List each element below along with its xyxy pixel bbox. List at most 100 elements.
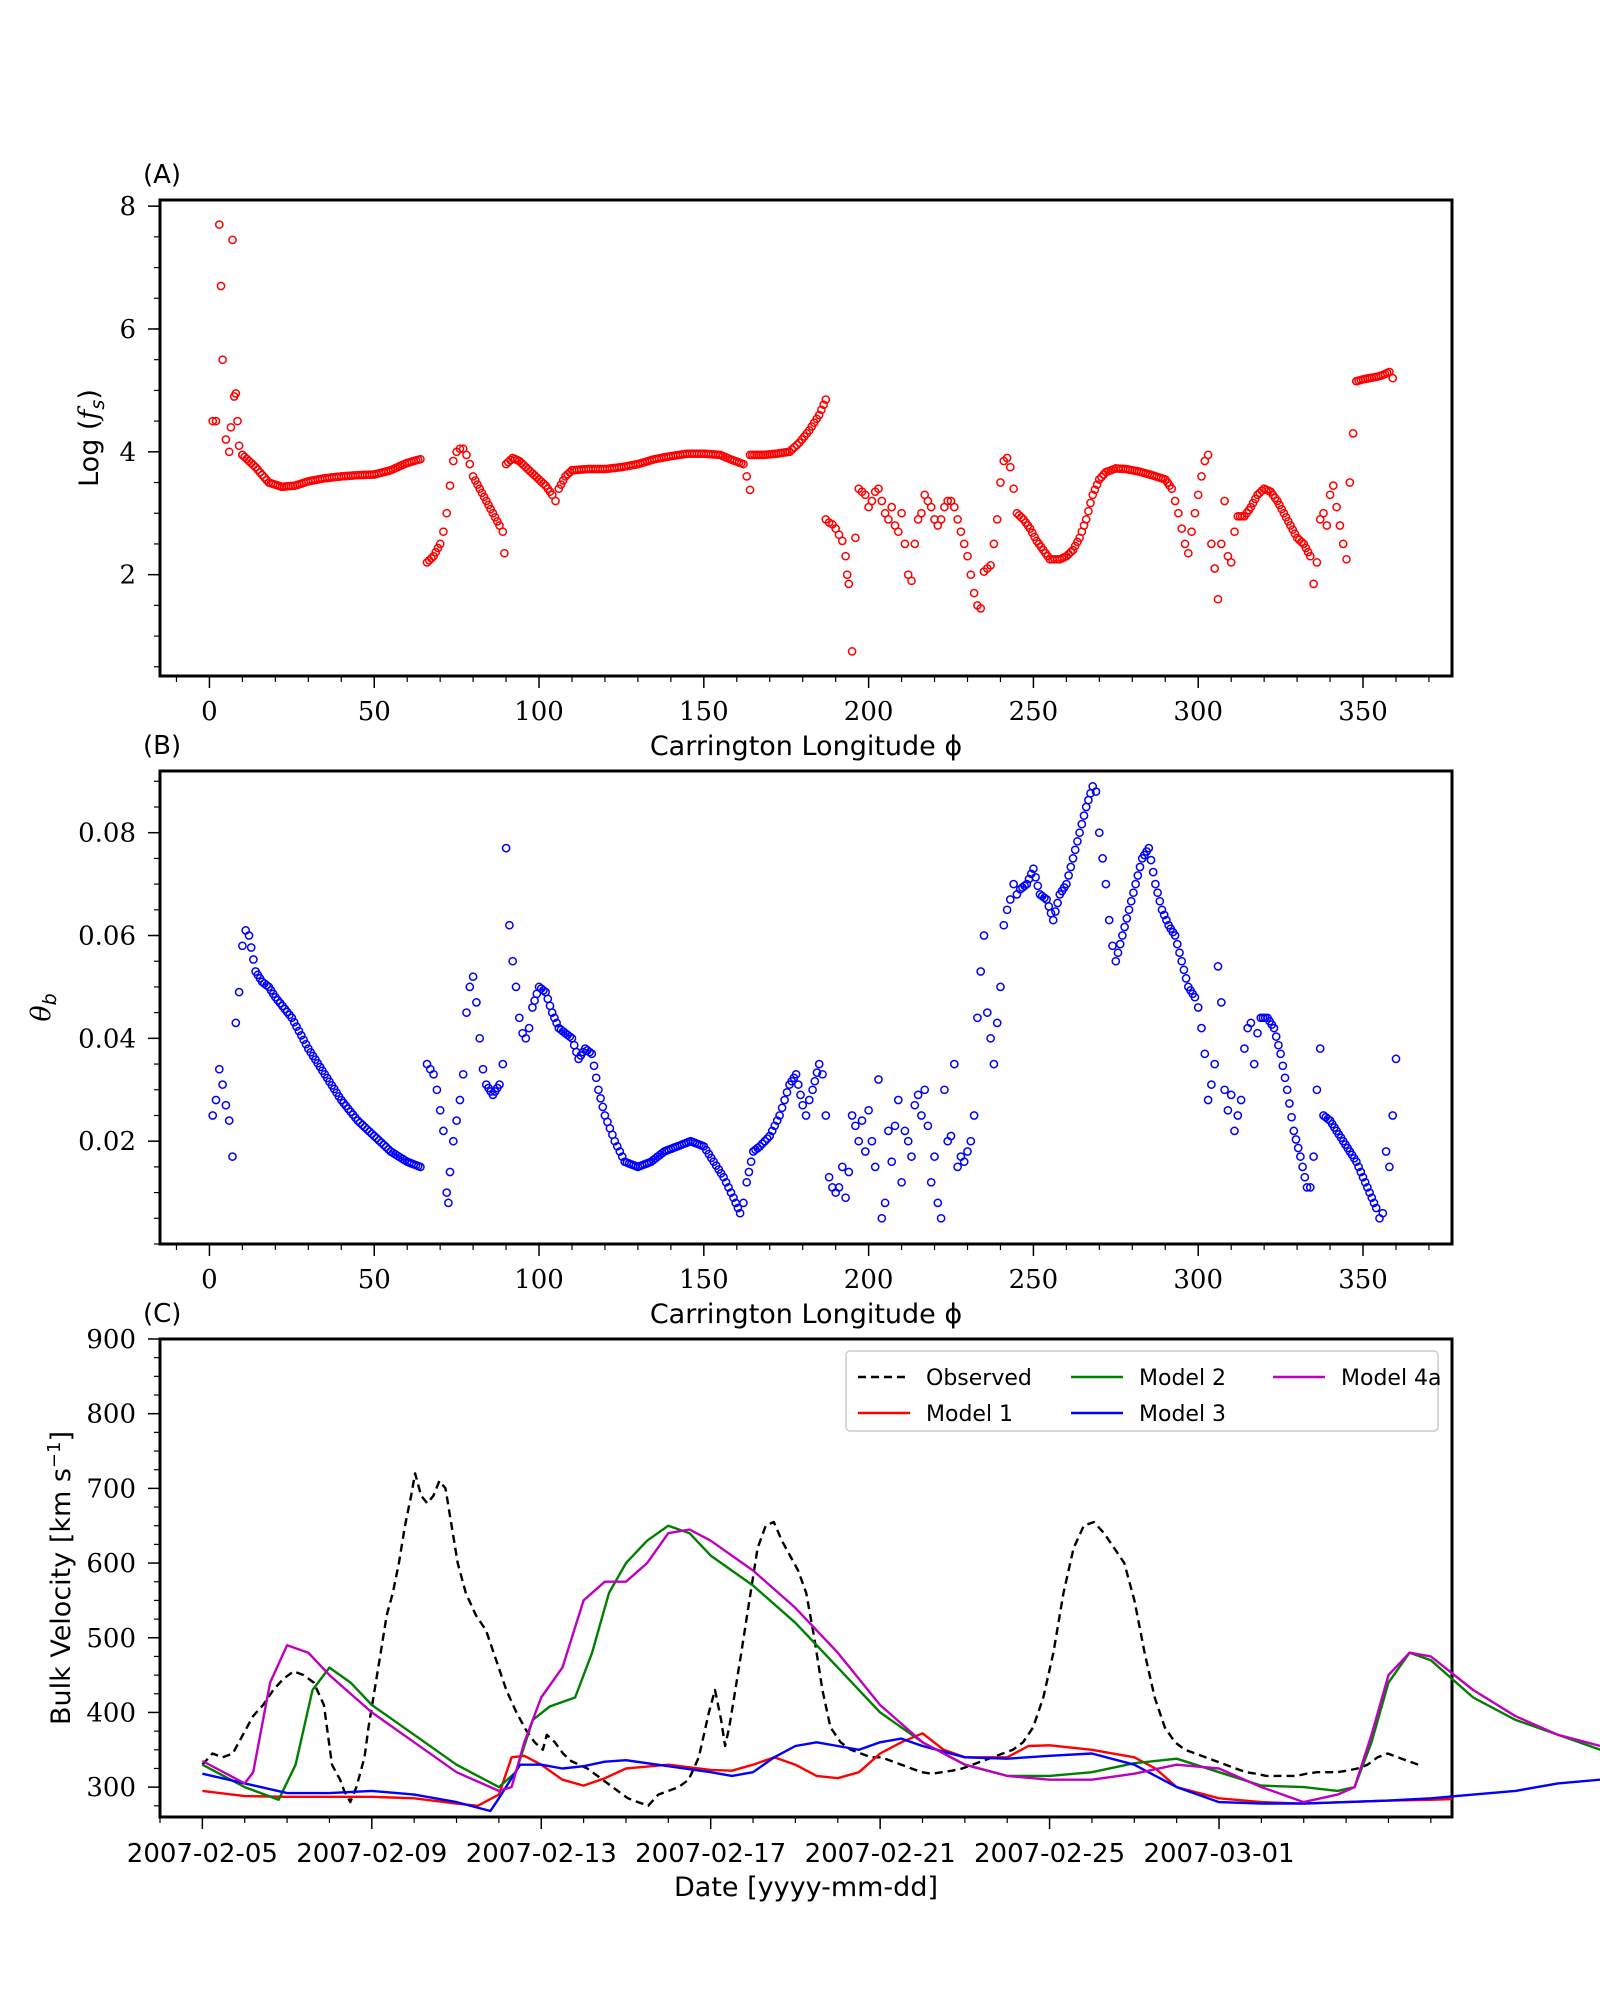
data-point <box>445 1167 455 1177</box>
data-point <box>1053 898 1062 908</box>
data-point <box>1157 905 1167 915</box>
data-point <box>787 445 797 454</box>
data-point <box>1159 910 1169 920</box>
data-point <box>949 1059 959 1069</box>
data-point <box>910 1100 920 1110</box>
data-point <box>877 496 887 506</box>
data-point <box>1131 879 1140 889</box>
data-point <box>218 1080 227 1089</box>
data-point <box>1020 881 1029 891</box>
data-point <box>218 355 227 365</box>
data-point <box>791 1069 801 1079</box>
data-point <box>1289 1126 1299 1136</box>
x-tick-label: 2007-02-25 <box>974 1839 1125 1869</box>
data-point <box>739 459 748 469</box>
data-point <box>780 1095 789 1105</box>
data-point <box>1167 484 1177 494</box>
data-point <box>416 454 425 464</box>
x-axis-label: Date [yyyy-mm-dd] <box>674 1872 938 1903</box>
data-point <box>739 1198 748 1208</box>
data-point <box>528 1003 537 1012</box>
data-point <box>246 943 256 952</box>
series-line-observed <box>201 1472 1419 1807</box>
data-point <box>847 1111 857 1120</box>
x-tick-label: 200 <box>844 697 894 727</box>
data-point <box>842 570 852 580</box>
y-tick-label: 500 <box>86 1624 136 1654</box>
data-point <box>1187 527 1196 537</box>
data-point <box>1033 881 1043 891</box>
data-point <box>851 533 860 543</box>
data-point <box>355 1118 365 1128</box>
data-point <box>498 527 508 537</box>
data-point <box>989 1059 999 1069</box>
data-point <box>1175 948 1184 958</box>
data-point <box>224 1116 234 1125</box>
data-point <box>228 235 237 245</box>
data-point <box>462 450 471 460</box>
data-point <box>1363 1183 1372 1192</box>
x-tick-label: 350 <box>1338 1265 1388 1295</box>
data-point <box>1203 1095 1213 1105</box>
y-tick-label: 0.08 <box>78 819 136 849</box>
data-point <box>812 1068 822 1077</box>
data-point <box>953 515 962 524</box>
series-line-model-4a <box>201 1528 1600 1804</box>
data-point <box>1048 915 1058 925</box>
data-point <box>231 389 241 398</box>
data-point <box>992 515 1002 524</box>
data-point <box>427 553 436 563</box>
panel-label: (C) <box>143 1299 181 1329</box>
legend-label: Model 2 <box>1139 1366 1226 1391</box>
data-point <box>893 527 903 537</box>
x-tick-label: 50 <box>358 1265 391 1295</box>
data-point <box>887 502 897 512</box>
data-point <box>1207 1080 1216 1089</box>
data-point <box>1378 1208 1388 1218</box>
data-point <box>543 994 553 1004</box>
data-point <box>465 982 475 992</box>
data-point <box>1064 871 1073 880</box>
data-point <box>729 1193 738 1203</box>
data-point <box>817 405 826 415</box>
data-point <box>362 1125 372 1134</box>
data-point <box>358 1120 367 1130</box>
data-point <box>442 1188 452 1197</box>
data-point <box>1005 895 1015 904</box>
data-point <box>539 479 548 488</box>
plot-frame <box>158 1337 1454 1819</box>
data-point <box>770 1121 780 1131</box>
data-point <box>1391 1054 1401 1064</box>
data-point <box>760 1136 770 1146</box>
x-tick-label: 150 <box>679 697 729 727</box>
data-point <box>753 1143 763 1153</box>
data-point <box>1016 512 1026 522</box>
data-point <box>1197 472 1206 481</box>
x-axis-label: Carrington Longitude ϕ <box>650 1299 962 1330</box>
data-point <box>841 551 850 561</box>
data-point <box>221 1100 231 1110</box>
data-point <box>1200 1049 1210 1059</box>
data-point <box>287 1013 297 1023</box>
data-point <box>1354 1162 1363 1172</box>
axis-ticks: 0 50 100 150 200 250 300 350 2 4 6 8 <box>119 192 1430 727</box>
data-point <box>1287 1112 1296 1122</box>
data-point <box>936 1213 946 1223</box>
data-point <box>1278 1061 1288 1071</box>
data-point <box>1230 527 1239 537</box>
data-point <box>1172 939 1182 949</box>
data-point <box>1090 485 1100 495</box>
data-point <box>1223 1105 1233 1115</box>
data-point <box>999 920 1009 930</box>
data-point <box>598 1102 608 1112</box>
data-point <box>439 1126 448 1136</box>
data-point <box>880 1198 890 1208</box>
legend-label: Model 4a <box>1341 1366 1442 1391</box>
x-tick-label: 50 <box>358 697 391 727</box>
data-point <box>1046 908 1056 918</box>
data-point <box>501 843 511 853</box>
data-point <box>365 1127 374 1136</box>
data-point <box>367 1129 377 1139</box>
y-tick-label: 400 <box>86 1698 136 1728</box>
data-point <box>1226 558 1236 567</box>
